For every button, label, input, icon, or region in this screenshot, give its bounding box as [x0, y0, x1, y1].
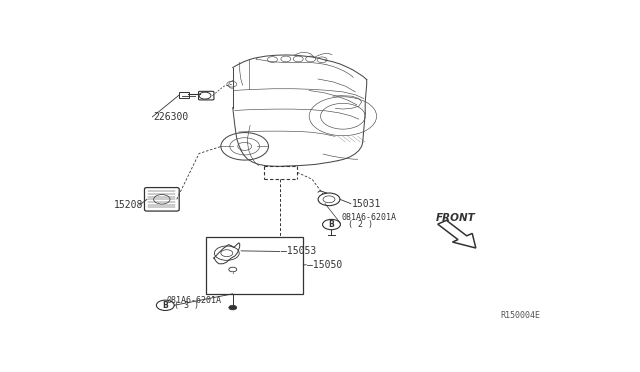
- Text: 15031: 15031: [352, 199, 381, 209]
- Text: ( 3 ): ( 3 ): [174, 301, 199, 310]
- Text: B: B: [328, 220, 334, 229]
- Text: 081A6-6201A: 081A6-6201A: [167, 296, 222, 305]
- Text: 226300: 226300: [154, 112, 189, 122]
- Text: B: B: [163, 301, 168, 310]
- Text: —15050: —15050: [307, 260, 342, 270]
- Text: R150004E: R150004E: [500, 311, 541, 320]
- Bar: [207, 237, 303, 294]
- Text: 15208: 15208: [114, 200, 143, 210]
- Text: FRONT: FRONT: [436, 213, 476, 223]
- Text: 081A6-6201A: 081A6-6201A: [342, 214, 397, 222]
- Circle shape: [229, 305, 237, 310]
- Text: —15053: —15053: [281, 246, 316, 256]
- Text: ( 2 ): ( 2 ): [348, 220, 373, 229]
